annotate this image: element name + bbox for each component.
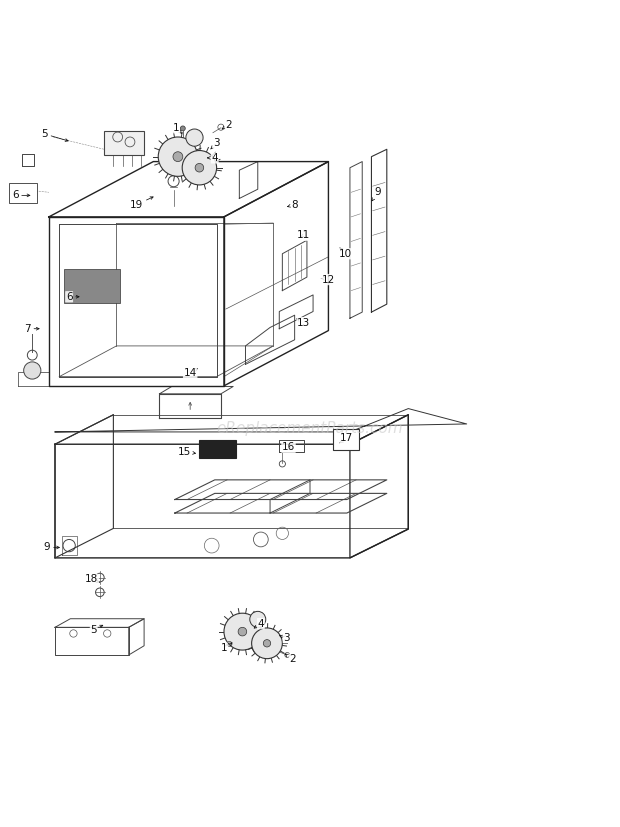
Circle shape: [158, 137, 198, 176]
Text: 14: 14: [184, 368, 198, 378]
Circle shape: [238, 628, 247, 636]
Circle shape: [264, 639, 271, 647]
Polygon shape: [334, 429, 359, 451]
Text: 2: 2: [285, 654, 296, 664]
Circle shape: [224, 613, 261, 650]
Circle shape: [195, 164, 204, 172]
Text: 19: 19: [130, 197, 153, 209]
Text: 10: 10: [339, 248, 352, 259]
Text: 4: 4: [254, 619, 264, 629]
Circle shape: [173, 151, 183, 161]
Text: 6: 6: [66, 292, 79, 302]
FancyBboxPatch shape: [200, 440, 236, 458]
Text: 5: 5: [42, 129, 68, 141]
FancyBboxPatch shape: [9, 183, 37, 203]
Circle shape: [24, 362, 41, 379]
Text: 6: 6: [12, 190, 30, 200]
Circle shape: [180, 126, 185, 131]
Circle shape: [250, 611, 266, 628]
Text: 5: 5: [91, 624, 103, 635]
Polygon shape: [104, 131, 144, 155]
Text: 1: 1: [173, 122, 182, 134]
Text: 1: 1: [221, 643, 232, 653]
Text: 7: 7: [24, 323, 39, 334]
Text: 8: 8: [288, 199, 298, 209]
Text: 9: 9: [43, 543, 60, 552]
Text: 17: 17: [340, 433, 353, 443]
Text: 18: 18: [85, 575, 99, 585]
Circle shape: [186, 129, 203, 146]
Text: 3: 3: [211, 138, 220, 149]
Text: 13: 13: [296, 318, 311, 327]
FancyBboxPatch shape: [64, 269, 120, 303]
Circle shape: [182, 151, 216, 185]
Text: 15: 15: [177, 447, 195, 457]
Text: eReplacementParts.com: eReplacementParts.com: [216, 422, 404, 437]
Text: 3: 3: [280, 633, 290, 643]
Circle shape: [252, 628, 282, 658]
Text: 16: 16: [282, 442, 295, 452]
Text: 12: 12: [321, 275, 335, 284]
Text: 4: 4: [208, 153, 218, 163]
Text: 11: 11: [297, 230, 311, 241]
Text: 9: 9: [372, 187, 381, 201]
Text: 2: 2: [222, 120, 232, 130]
